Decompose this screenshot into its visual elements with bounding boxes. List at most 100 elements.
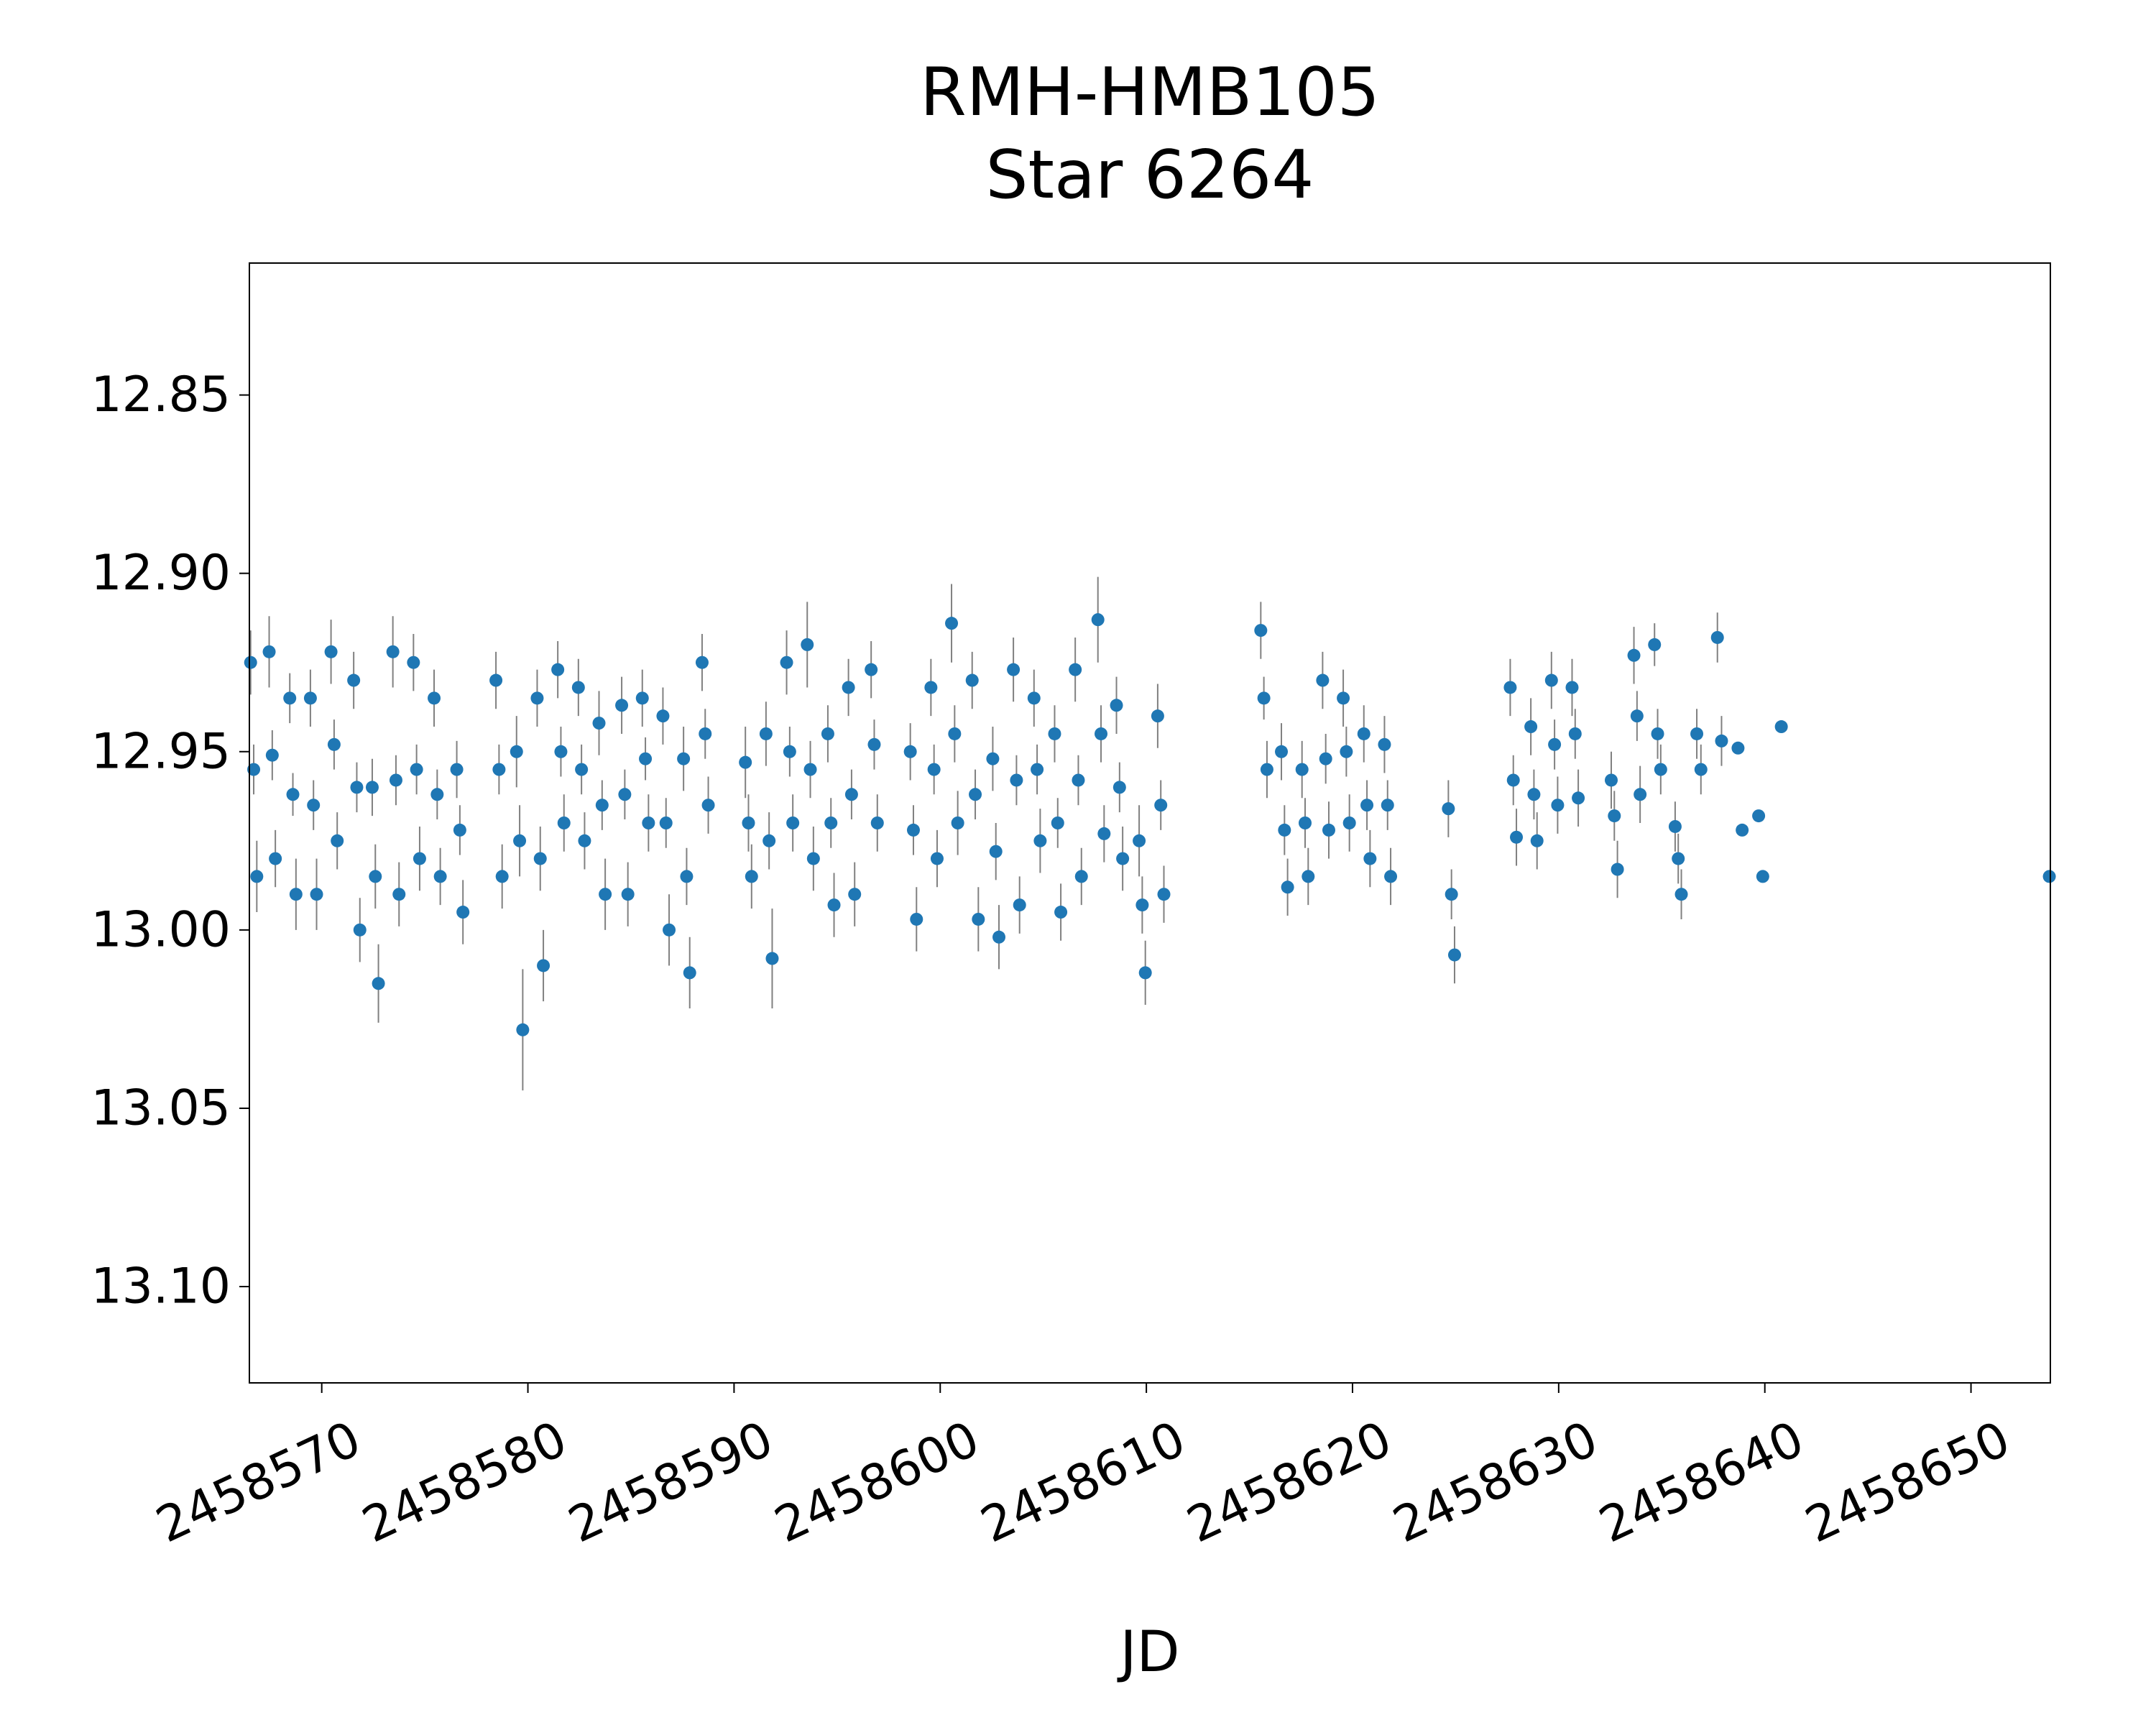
data-point bbox=[1133, 834, 1146, 847]
data-point bbox=[867, 737, 881, 751]
data-point bbox=[1278, 823, 1291, 837]
data-point bbox=[289, 888, 303, 901]
data-point bbox=[1340, 745, 1353, 758]
data-point bbox=[1611, 862, 1624, 876]
data-point bbox=[824, 816, 838, 829]
data-point bbox=[1157, 888, 1171, 901]
data-point bbox=[1031, 763, 1044, 776]
data-point bbox=[656, 709, 670, 723]
data-point bbox=[801, 638, 814, 651]
y-tick-label: 12.85 bbox=[91, 367, 231, 423]
data-point bbox=[327, 737, 341, 751]
data-point bbox=[1381, 799, 1394, 812]
data-point bbox=[903, 745, 917, 758]
data-point bbox=[430, 788, 444, 801]
data-point bbox=[1110, 699, 1123, 712]
data-point bbox=[247, 763, 261, 776]
x-tick-label: 2458640 bbox=[1591, 1411, 1812, 1555]
data-point bbox=[331, 834, 344, 847]
data-point bbox=[1654, 763, 1667, 776]
data-point bbox=[250, 870, 264, 883]
data-point bbox=[1378, 737, 1391, 751]
data-point bbox=[965, 673, 979, 687]
data-point bbox=[265, 748, 279, 762]
data-point bbox=[1736, 823, 1749, 837]
data-point bbox=[677, 752, 691, 765]
data-point bbox=[680, 870, 694, 883]
data-point bbox=[1257, 691, 1271, 705]
data-point bbox=[392, 888, 406, 901]
data-point bbox=[1774, 720, 1788, 734]
data-point bbox=[1668, 819, 1682, 833]
data-point bbox=[1316, 673, 1330, 687]
x-tick-label: 2458590 bbox=[561, 1411, 782, 1555]
data-point bbox=[433, 870, 447, 883]
data-point bbox=[1027, 691, 1041, 705]
data-point bbox=[1442, 802, 1455, 816]
data-point bbox=[1154, 799, 1168, 812]
data-point bbox=[742, 816, 755, 829]
data-point bbox=[1342, 816, 1356, 829]
data-point bbox=[450, 763, 464, 776]
data-point bbox=[1672, 852, 1685, 865]
data-point bbox=[1337, 691, 1350, 705]
data-point bbox=[1651, 727, 1664, 740]
y-tick-label: 13.05 bbox=[91, 1080, 231, 1136]
y-tick-label: 13.00 bbox=[91, 901, 231, 958]
data-point bbox=[537, 959, 550, 972]
data-point bbox=[1010, 773, 1023, 787]
data-point bbox=[1756, 870, 1769, 883]
data-point bbox=[244, 656, 257, 669]
data-point bbox=[1447, 948, 1461, 962]
data-point bbox=[821, 727, 834, 740]
data-point bbox=[1363, 852, 1377, 865]
data-point bbox=[945, 617, 959, 630]
data-point bbox=[495, 870, 509, 883]
data-point bbox=[1648, 638, 1662, 651]
x-axis-label: JD bbox=[1116, 1620, 1179, 1685]
data-point bbox=[269, 852, 282, 865]
data-point bbox=[1275, 745, 1289, 758]
data-point bbox=[1530, 834, 1544, 847]
data-point bbox=[365, 781, 379, 794]
data-point bbox=[1135, 898, 1149, 912]
data-point bbox=[513, 834, 527, 847]
data-point bbox=[910, 912, 923, 926]
data-point bbox=[456, 906, 470, 919]
chart-title: RMH-HMB105 bbox=[920, 53, 1380, 131]
data-point bbox=[1360, 799, 1374, 812]
data-point bbox=[530, 691, 544, 705]
data-point bbox=[635, 691, 649, 705]
data-point bbox=[780, 656, 793, 669]
data-point bbox=[642, 816, 655, 829]
data-point bbox=[1112, 781, 1126, 794]
data-point bbox=[1295, 763, 1309, 776]
data-point bbox=[1694, 763, 1708, 776]
data-point bbox=[1357, 727, 1370, 740]
data-point bbox=[1572, 791, 1585, 805]
data-point bbox=[844, 788, 858, 801]
data-point bbox=[615, 699, 629, 712]
data-point bbox=[1302, 870, 1315, 883]
data-point bbox=[595, 799, 609, 812]
data-point bbox=[1503, 681, 1517, 694]
data-point bbox=[1551, 799, 1565, 812]
data-point bbox=[1674, 888, 1688, 901]
data-point bbox=[989, 845, 1003, 858]
data-point bbox=[571, 681, 585, 694]
data-point bbox=[927, 763, 941, 776]
data-point bbox=[1510, 830, 1524, 844]
data-point bbox=[489, 673, 503, 687]
data-point bbox=[1544, 673, 1558, 687]
data-point bbox=[554, 745, 568, 758]
data-point bbox=[1548, 737, 1562, 751]
x-tick-label: 2458610 bbox=[972, 1411, 1194, 1555]
data-point bbox=[286, 788, 300, 801]
data-point bbox=[303, 691, 317, 705]
data-point bbox=[1319, 752, 1332, 765]
data-point bbox=[1260, 763, 1273, 776]
data-point bbox=[2042, 870, 2056, 883]
y-tick-label: 12.95 bbox=[91, 723, 231, 780]
data-point bbox=[806, 852, 820, 865]
x-tick-label: 2458650 bbox=[1797, 1411, 2019, 1555]
